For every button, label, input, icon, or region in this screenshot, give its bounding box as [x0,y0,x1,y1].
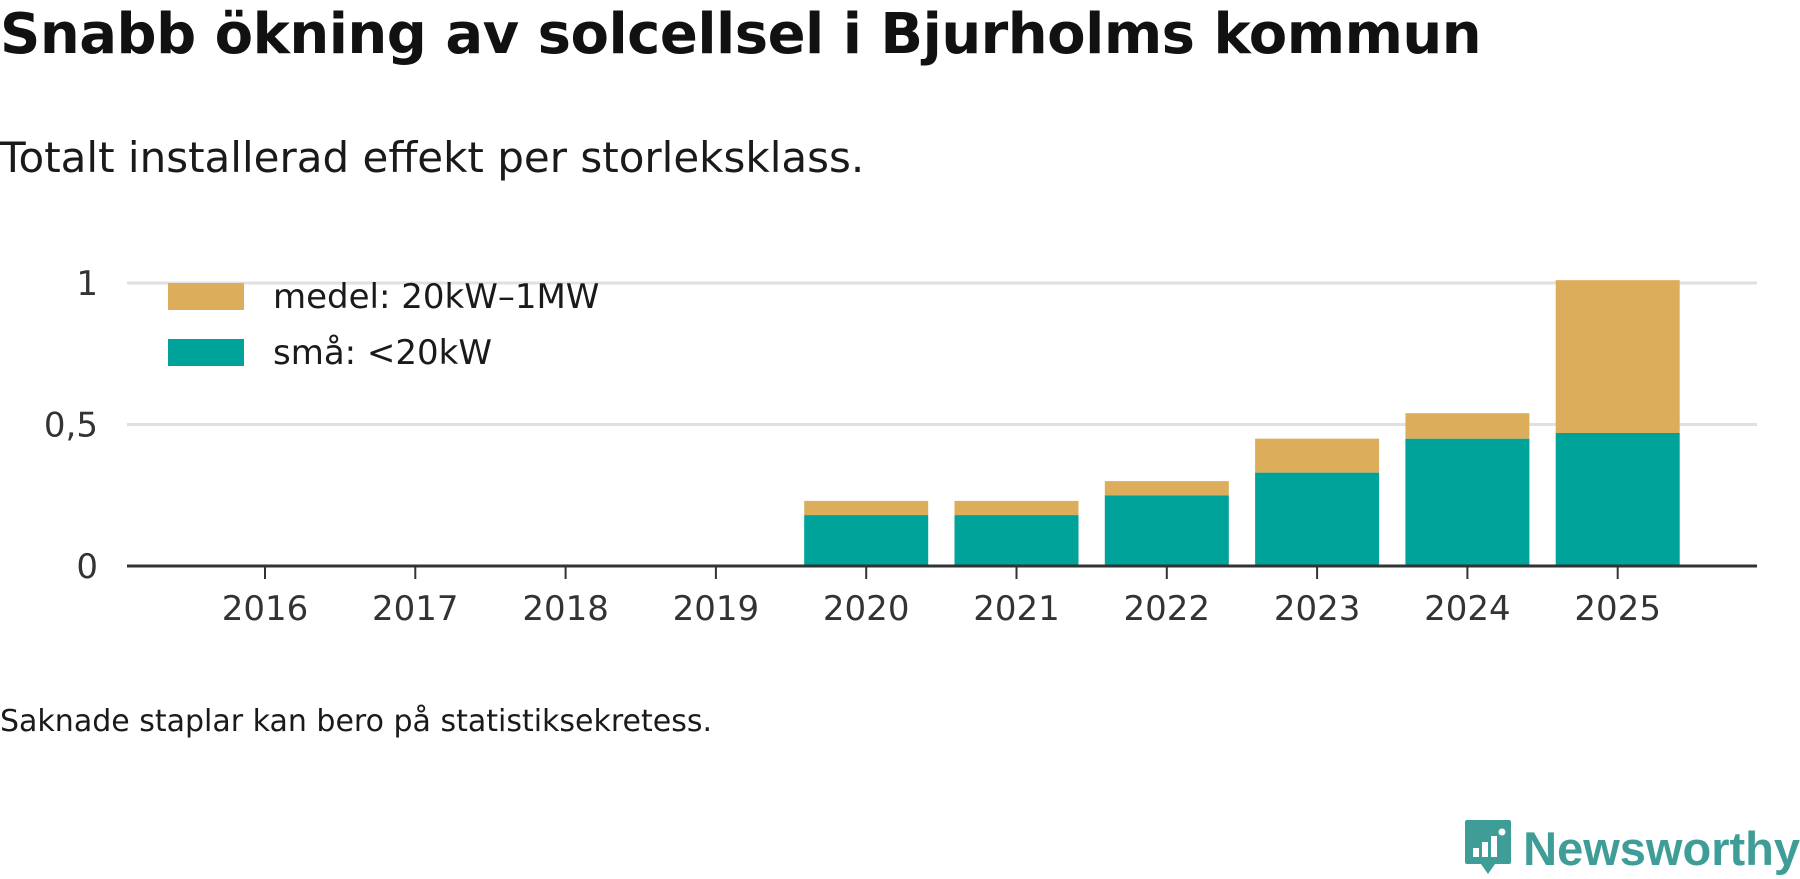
legend-label: medel: 20kW–1MW [273,277,599,317]
chart-subtitle: Totalt installerad effekt per storlekskl… [0,133,865,182]
x-tick-label: 2023 [1274,589,1361,629]
bars [804,280,1680,566]
x-tick-label: 2022 [1124,589,1211,629]
bar-2021-medel [954,500,1079,516]
y-tick-label: 1 [76,264,98,304]
legend: medel: 20kW–1MW små: <20kW [168,277,599,373]
bar-2024-medel [1405,413,1530,439]
bar-2022-medel [1104,481,1229,496]
x-axis: 2016 2017 2018 2019 2020 2021 2022 2023 2024 2025 [127,564,1757,629]
bar-2023-sma [1255,472,1380,566]
y-tick-label: 0 [76,547,98,587]
bar-2020-sma [804,515,929,566]
x-tick-label: 2018 [522,589,609,629]
x-tick-label: 2020 [823,589,910,629]
bar-chart: 00,51 2016 2017 2018 2019 2020 2021 2022 2023 20… [44,264,1757,629]
brand-name: Newsworthy [1523,821,1800,875]
footnote: Saknade staplar kan bero på statistiksek… [0,704,713,739]
newsworthy-logo[interactable]: Newsworthy [1463,818,1800,878]
newsworthy-logo-icon [1465,820,1512,874]
x-tick-label: 2025 [1574,589,1661,629]
bar-2024-sma [1405,438,1530,566]
x-tick-label: 2017 [372,589,459,629]
legend-swatch [168,339,244,366]
x-tick-label: 2016 [222,589,309,629]
bar-2023-medel [1255,438,1380,473]
y-axis-ticks: 00,51 [44,264,98,587]
chart-title: Snabb ökning av solcellsel i Bjurholms k… [0,2,1482,67]
bar-2020-medel [804,500,929,516]
y-tick-label: 0,5 [44,406,98,446]
bar-2021-sma [954,515,1079,566]
bar-2025-sma [1555,432,1680,566]
legend-label: små: <20kW [273,333,492,373]
legend-swatch [168,283,244,310]
x-tick-label: 2021 [973,589,1060,629]
bar-2025-medel [1555,280,1680,433]
bar-2022-sma [1104,495,1229,566]
x-tick-label: 2024 [1424,589,1511,629]
x-tick-label: 2019 [673,589,760,629]
